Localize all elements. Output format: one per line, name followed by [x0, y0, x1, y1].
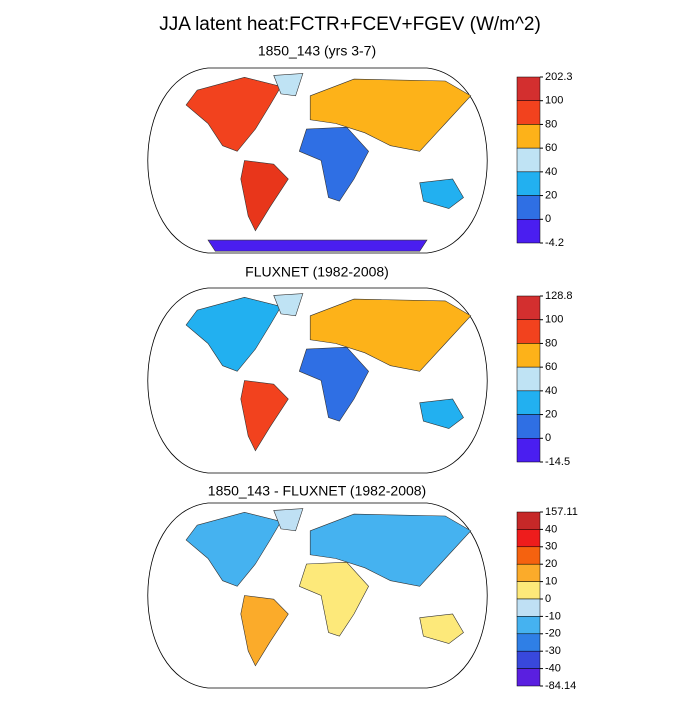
figure-title: JJA latent heat:FCTR+FCEV+FGEV (W/m^2) [159, 14, 541, 35]
colorbar-label: 60 [545, 142, 557, 154]
colorbar-label: -4.2 [545, 237, 564, 249]
land-eurasia [309, 513, 472, 587]
colorbar-segment [516, 598, 541, 617]
colorbar-label: 100 [545, 95, 563, 107]
colorbar-label: -10 [545, 610, 561, 622]
colorbar-segment [516, 100, 541, 125]
colorbar-segment [516, 76, 541, 101]
colorbar-segment [516, 650, 541, 669]
colorbar-label: 40 [545, 523, 557, 535]
colorbar-label: 157.11 [545, 506, 578, 518]
colorbar-segment [516, 195, 541, 220]
land-greenland [273, 508, 304, 532]
land-africa [298, 346, 369, 422]
colorbar-segment [516, 319, 541, 344]
colorbar-label: -84.14 [545, 680, 576, 692]
colorbar-label: 60 [545, 361, 557, 373]
colorbar-label: -40 [545, 663, 561, 675]
colorbar-segment [516, 171, 541, 196]
land-eurasia [309, 78, 472, 152]
land-north-america [185, 76, 282, 152]
colorbar-segment [516, 633, 541, 652]
colorbar-label: 20 [545, 558, 557, 570]
colorbar-segment [516, 581, 541, 600]
colorbar-segment [516, 414, 541, 439]
land-australia [419, 178, 464, 209]
colorbar-segment [516, 147, 541, 173]
colorbar-segment [516, 219, 541, 244]
land-australia [419, 613, 464, 644]
colorbar-label: 10 [545, 576, 557, 588]
land-antarctica [207, 239, 428, 252]
colorbar-label: 30 [545, 541, 557, 553]
colorbar-segment [516, 390, 541, 415]
colorbar-label: 80 [545, 118, 557, 130]
land-eurasia [309, 298, 472, 372]
colorbar-segment [516, 438, 541, 463]
colorbar-segment [516, 546, 541, 565]
land-africa [298, 126, 369, 202]
colorbar-label: 80 [545, 337, 557, 349]
land-greenland [273, 73, 304, 97]
colorbar-segment [516, 366, 541, 392]
land-australia [419, 398, 464, 429]
land-south-america [240, 160, 289, 232]
colorbar-segment [516, 529, 541, 548]
colorbar-segment [516, 563, 541, 582]
panel-title: 1850_143 - FLUXNET (1982-2008) [208, 483, 426, 499]
land-south-america [240, 380, 289, 452]
colorbar-label: 0 [545, 593, 551, 605]
colorbar-label: 20 [545, 408, 557, 420]
land-greenland [273, 293, 304, 317]
colorbar-label: 0 [545, 213, 551, 225]
panel-title: FLUXNET (1982-2008) [245, 264, 389, 280]
panel-title: 1850_143 (yrs 3-7) [258, 43, 376, 59]
land-south-america [240, 595, 289, 667]
colorbar-segment [516, 295, 541, 320]
colorbar-label: 40 [545, 385, 557, 397]
land-north-america [185, 296, 282, 372]
colorbar-label: 40 [545, 166, 557, 178]
colorbar-segment [516, 511, 541, 530]
colorbar-label: 20 [545, 189, 557, 201]
colorbar-label: -14.5 [545, 456, 570, 468]
colorbar-segment [516, 124, 541, 149]
colorbar-label: 202.3 [545, 71, 573, 83]
land-north-america [185, 511, 282, 587]
colorbar-segment [516, 343, 541, 368]
colorbar-label: -30 [545, 645, 561, 657]
colorbar-label: 100 [545, 314, 563, 326]
colorbar-label: 0 [545, 432, 551, 444]
land-africa [298, 561, 369, 637]
colorbar-label: 128.8 [545, 290, 573, 302]
colorbar-label: -20 [545, 628, 561, 640]
colorbar-segment [516, 668, 541, 687]
colorbar-segment [516, 616, 541, 635]
